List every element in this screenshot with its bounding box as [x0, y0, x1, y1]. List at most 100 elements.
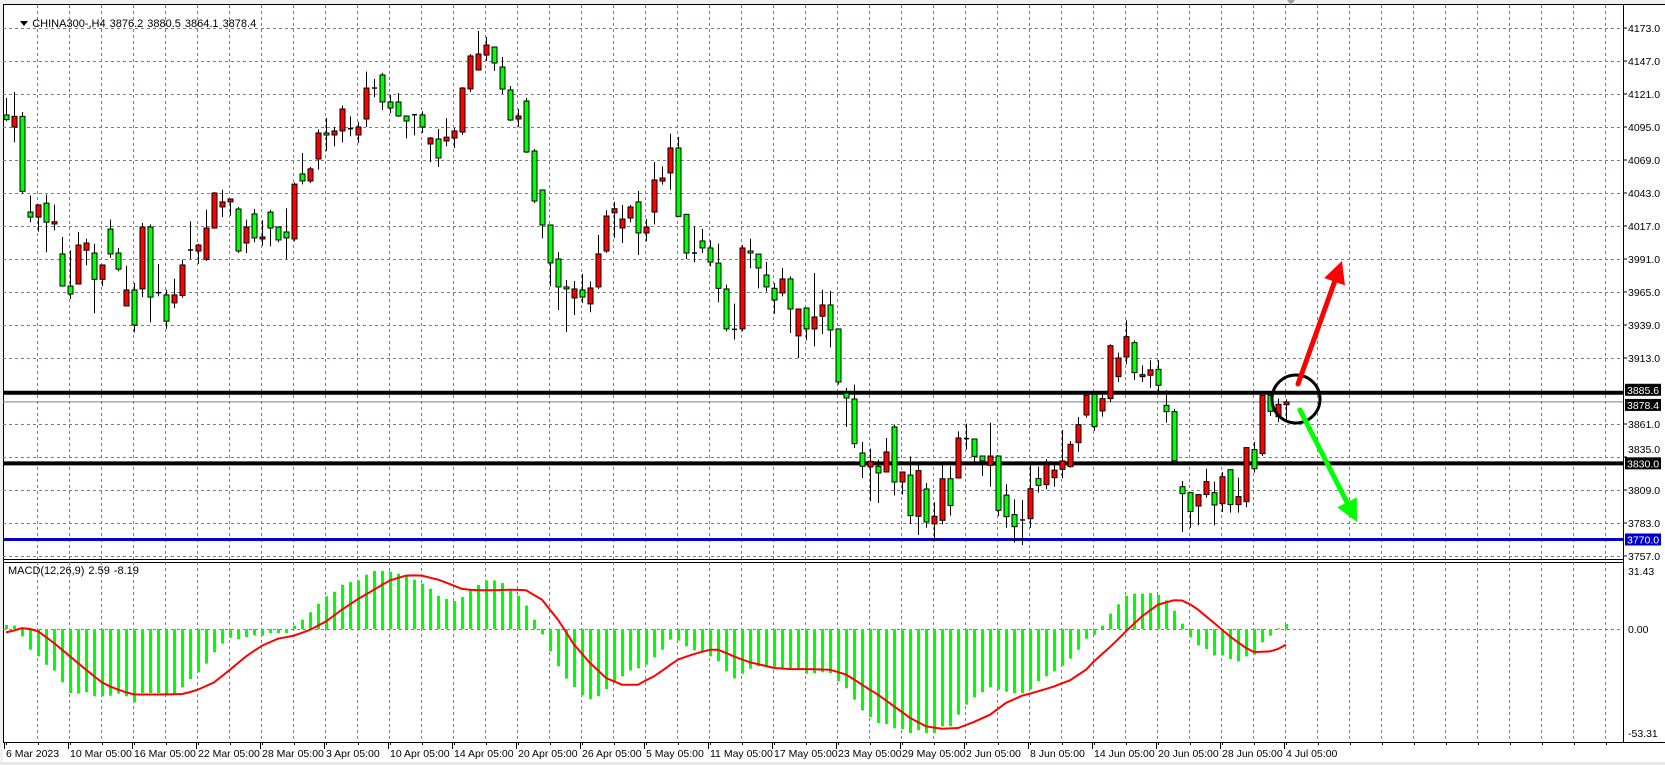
- level-price-label-background: [1625, 457, 1661, 470]
- macd-histogram-bar: [53, 629, 56, 671]
- macd-histogram-bar: [693, 629, 696, 651]
- candle: [156, 264, 161, 297]
- candle-body-bear: [683, 213, 690, 254]
- candle: [275, 226, 282, 243]
- candle: [907, 456, 914, 524]
- level-price-label-background: [1625, 383, 1661, 396]
- price-axis-label: 3835.0: [1628, 444, 1660, 456]
- candle: [299, 153, 306, 185]
- candle: [1139, 365, 1146, 382]
- macd-histogram-bar: [701, 629, 704, 652]
- macd-histogram-bar: [469, 588, 472, 629]
- candle: [443, 118, 450, 147]
- candle-body-bull: [179, 264, 186, 297]
- macd-histogram-bar: [1181, 623, 1184, 629]
- chart-menu-triangle-icon[interactable]: [20, 21, 29, 26]
- candle: [483, 36, 490, 61]
- candle: [1020, 500, 1025, 545]
- candle: [1027, 464, 1034, 528]
- candle-body-bull: [939, 478, 946, 521]
- macd-histogram-bar: [517, 595, 520, 629]
- candle-body-bull: [203, 227, 210, 260]
- macd-histogram-bar: [93, 629, 96, 697]
- candle: [771, 282, 778, 314]
- macd-histogram-bar: [669, 629, 672, 640]
- candle: [1147, 360, 1154, 388]
- candle: [555, 252, 562, 311]
- macd-histogram-bar: [221, 629, 224, 644]
- price-axis-label: 3939.0: [1628, 320, 1660, 332]
- candle: [372, 79, 377, 98]
- candle-body-bear: [1091, 393, 1098, 428]
- macd-histogram-bar: [925, 629, 928, 733]
- macd-histogram-bar: [341, 584, 344, 629]
- macd-histogram-bar: [109, 629, 112, 696]
- candle-body-bear: [395, 101, 402, 117]
- macd-histogram-bar: [1157, 594, 1160, 629]
- macd-histogram-bar: [533, 619, 536, 629]
- macd-histogram-bar: [789, 629, 792, 669]
- macd-histogram-bar: [837, 629, 840, 682]
- macd-histogram-bar: [917, 629, 920, 731]
- candle-body-bear: [755, 253, 762, 269]
- price-axis-label: 3965.0: [1628, 287, 1660, 299]
- candle-body-bull: [1243, 447, 1250, 503]
- macd-histogram-bar: [69, 629, 72, 694]
- time-axis-label: 8 Jun 05:00: [1030, 748, 1085, 760]
- candle: [348, 116, 353, 137]
- candle: [331, 127, 338, 147]
- macd-title: MACD(12,26,9): [8, 565, 85, 577]
- macd-histogram-bar: [1021, 629, 1024, 694]
- macd-histogram-bar: [845, 629, 848, 689]
- candle: [755, 253, 762, 289]
- candle-body-bull: [1259, 394, 1266, 455]
- bullish-arrow-icon[interactable]: [1295, 261, 1345, 387]
- candle-body-bear: [547, 224, 554, 264]
- macd-histogram-bar: [741, 629, 744, 674]
- candle: [723, 284, 730, 332]
- candle-body-bull: [1107, 345, 1114, 400]
- macd-histogram-bar: [661, 629, 664, 650]
- candle: [3, 98, 10, 122]
- candle: [659, 166, 666, 185]
- candle: [523, 97, 530, 154]
- macd-histogram-bar: [853, 629, 856, 700]
- macd-histogram-bar: [885, 629, 888, 724]
- time-axis-label: 28 Mar 05:00: [262, 748, 324, 760]
- candle-body-bear: [283, 231, 290, 239]
- candle: [587, 281, 594, 313]
- candle: [419, 111, 426, 133]
- macd-histogram-bar: [453, 601, 456, 629]
- candle: [619, 204, 626, 244]
- price-axis-label: 3991.0: [1628, 254, 1660, 266]
- macd-histogram-bar: [861, 629, 864, 711]
- candle: [883, 437, 890, 473]
- candle-body-bull: [339, 108, 346, 132]
- candle: [195, 243, 202, 264]
- candle-body-bear: [803, 307, 810, 330]
- bearish-arrow-icon[interactable]: [1297, 407, 1357, 522]
- candle-body-bear: [27, 211, 34, 218]
- candle-body-bull: [867, 460, 874, 468]
- chart-shift-triangle-icon[interactable]: [1287, 0, 1295, 5]
- macd-histogram-bar: [1189, 629, 1192, 638]
- candle-body-bull: [171, 294, 178, 304]
- macd-histogram-bar: [437, 595, 440, 629]
- candle-body-bear: [507, 89, 514, 121]
- candle: [499, 56, 506, 94]
- annotation-circle[interactable]: [1270, 373, 1322, 425]
- macd-histogram-bar: [61, 629, 64, 683]
- macd-histogram-bar: [1285, 624, 1288, 629]
- candle: [1011, 499, 1018, 543]
- candle-body-bear: [923, 488, 930, 523]
- macd-histogram-bar: [1141, 593, 1144, 629]
- candle: [795, 308, 802, 358]
- macd-histogram-bar: [1093, 629, 1096, 635]
- candle: [779, 268, 786, 297]
- candle-body-bear: [1187, 492, 1194, 513]
- candle: [627, 204, 634, 223]
- candle: [1171, 408, 1178, 462]
- candle-body-bull: [603, 215, 610, 252]
